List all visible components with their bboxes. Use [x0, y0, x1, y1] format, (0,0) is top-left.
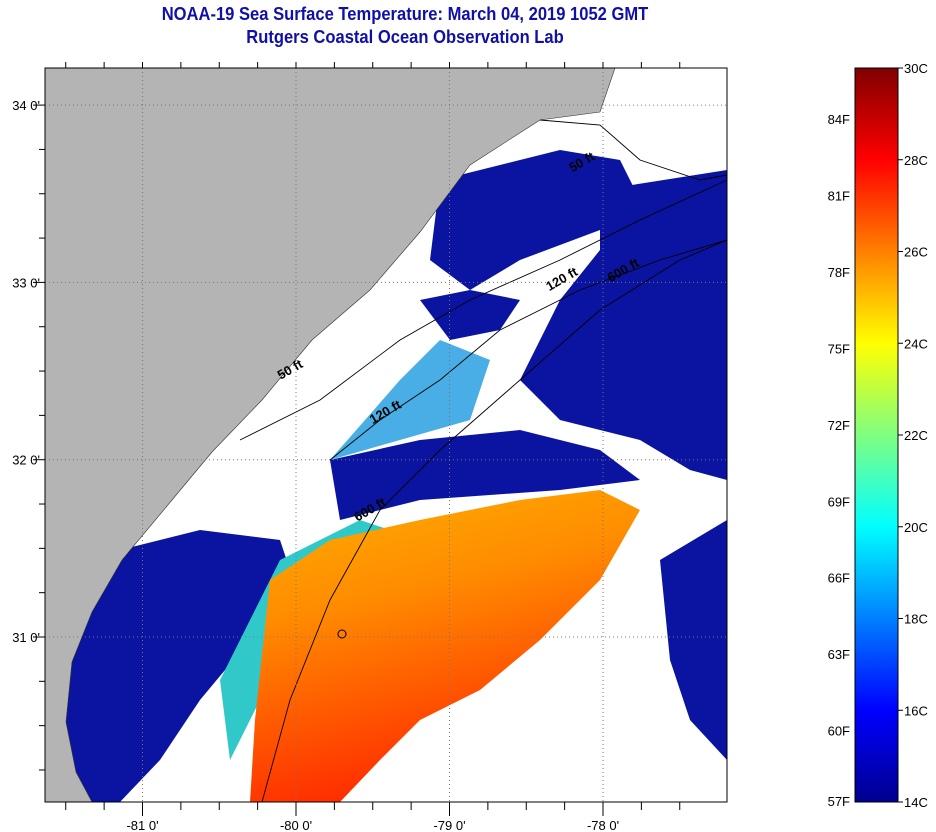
fahrenheit-label: 75F [828, 341, 850, 356]
lat-tick-label: 34 0' [12, 98, 40, 113]
fahrenheit-label: 57F [828, 794, 850, 809]
lat-tick-label: 33 0' [12, 275, 40, 290]
fahrenheit-label: 69F [828, 494, 850, 509]
depth-contours [239, 119, 727, 802]
fahrenheit-label: 81F [828, 188, 850, 203]
celsius-label: 16C [904, 703, 928, 718]
fahrenheit-label: 63F [828, 647, 850, 662]
lon-tick-label: -79 0' [433, 818, 465, 832]
map-frame [44, 67, 728, 803]
fahrenheit-label: 84F [828, 112, 850, 127]
fahrenheit-label: 72F [828, 418, 850, 433]
lat-tick-label: 32 0' [12, 453, 40, 468]
cold-water-regions [60, 85, 727, 802]
map-subtitle: Rutgers Coastal Ocean Observation Lab [246, 27, 564, 47]
map-title: NOAA-19 Sea Surface Temperature: March 0… [161, 4, 649, 24]
celsius-label: 20C [904, 520, 928, 535]
celsius-label: 30C [904, 61, 928, 76]
celsius-label: 26C [904, 245, 928, 260]
colorbar [854, 67, 899, 803]
fahrenheit-label: 66F [828, 571, 850, 586]
celsius-label: 18C [904, 612, 928, 627]
lat-tick-label: 31 0' [12, 630, 40, 645]
celsius-label: 24C [904, 336, 928, 351]
fahrenheit-label: 78F [828, 265, 850, 280]
lon-tick-label: -78 0' [587, 818, 619, 832]
celsius-label: 28C [904, 153, 928, 168]
station-marker [337, 629, 347, 639]
fahrenheit-label: 60F [828, 724, 850, 739]
celsius-label: 22C [904, 428, 928, 443]
celsius-label: 14C [904, 795, 928, 810]
lon-tick-label: -81 0' [126, 818, 158, 832]
lon-tick-label: -80 0' [280, 818, 312, 832]
